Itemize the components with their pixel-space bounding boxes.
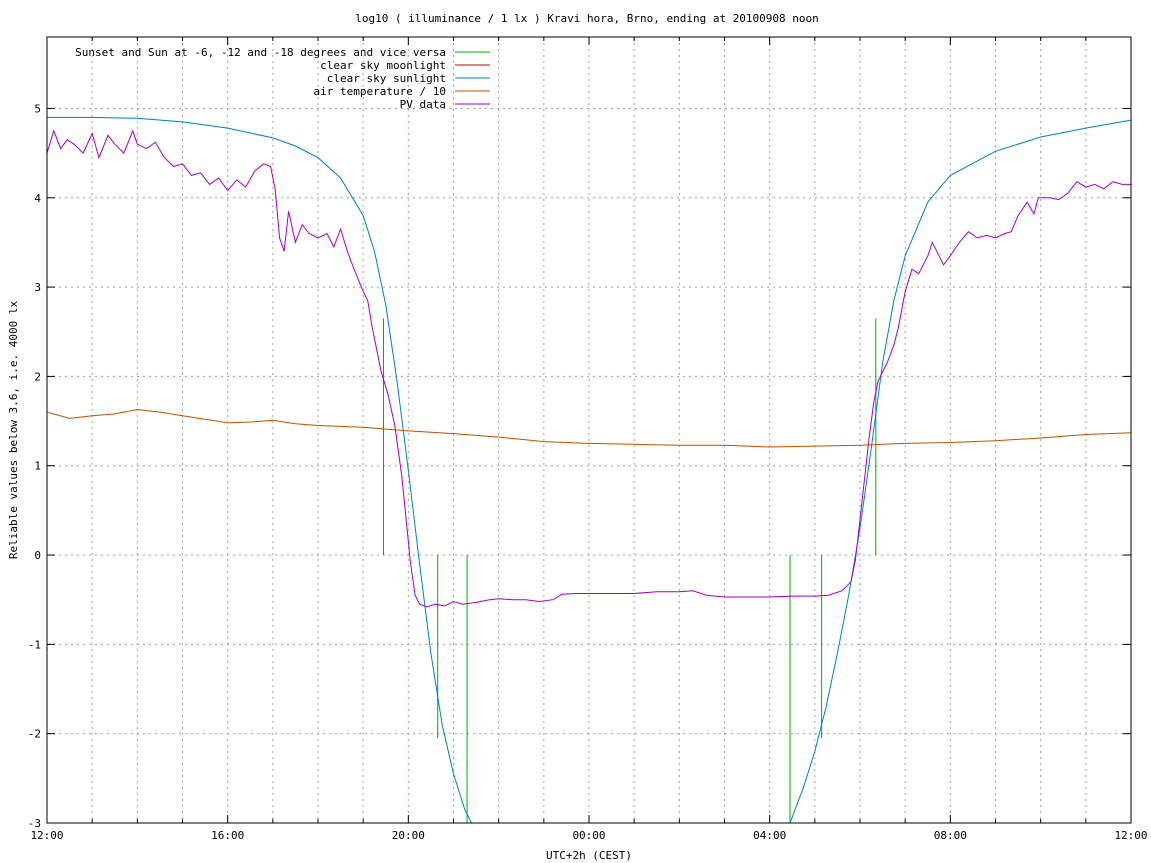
y-tick-label: 1 <box>34 460 41 473</box>
y-tick-label: 0 <box>34 549 41 562</box>
series-line <box>47 408 1131 448</box>
x-tick-label: 12:00 <box>1114 829 1147 842</box>
legend-label: Sunset and Sun at -6, -12 and -18 degree… <box>75 46 446 59</box>
x-tick-label: 00:00 <box>572 829 605 842</box>
y-tick-label: 3 <box>34 281 41 294</box>
y-ticks: -3 -2 -1 0 1 2 3 4 5 <box>28 102 1131 830</box>
series-line <box>47 116 473 823</box>
grid <box>47 37 1131 823</box>
plot-frame <box>46 36 1132 824</box>
x-tick-label: 12:00 <box>30 829 63 842</box>
legend-label: clear sky sunlight <box>327 72 446 85</box>
y-tick-label: 2 <box>34 370 41 383</box>
x-tick-label: 16:00 <box>211 829 244 842</box>
legend: Sunset and Sun at -6, -12 and -18 degree… <box>75 46 490 111</box>
x-tick-label: 04:00 <box>753 829 786 842</box>
y-tick-label: -1 <box>28 638 41 651</box>
chart-title: log10 ( illuminance / 1 lx ) Kravi hora,… <box>355 12 819 25</box>
y-tick-label: -3 <box>28 817 41 830</box>
series-line <box>789 119 1131 823</box>
x-tick-label: 08:00 <box>934 829 967 842</box>
series-line <box>47 129 1131 608</box>
legend-label: clear sky moonlight <box>320 59 446 72</box>
x-ticks: 12:00 16:00 20:00 00:00 04:00 08:00 12:00 <box>30 37 1148 842</box>
x-axis-label: UTC+2h (CEST) <box>546 849 632 862</box>
y-tick-label: 4 <box>34 192 41 205</box>
plot-series <box>47 116 1131 823</box>
y-axis-label: Reliable values below 3.6, i.e. 4000 lx <box>7 300 20 559</box>
y-tick-label: -2 <box>28 728 41 741</box>
legend-label: PV data <box>400 98 446 111</box>
x-tick-label: 20:00 <box>392 829 425 842</box>
y-tick-label: 5 <box>34 102 41 115</box>
legend-label: air temperature / 10 <box>314 85 446 98</box>
